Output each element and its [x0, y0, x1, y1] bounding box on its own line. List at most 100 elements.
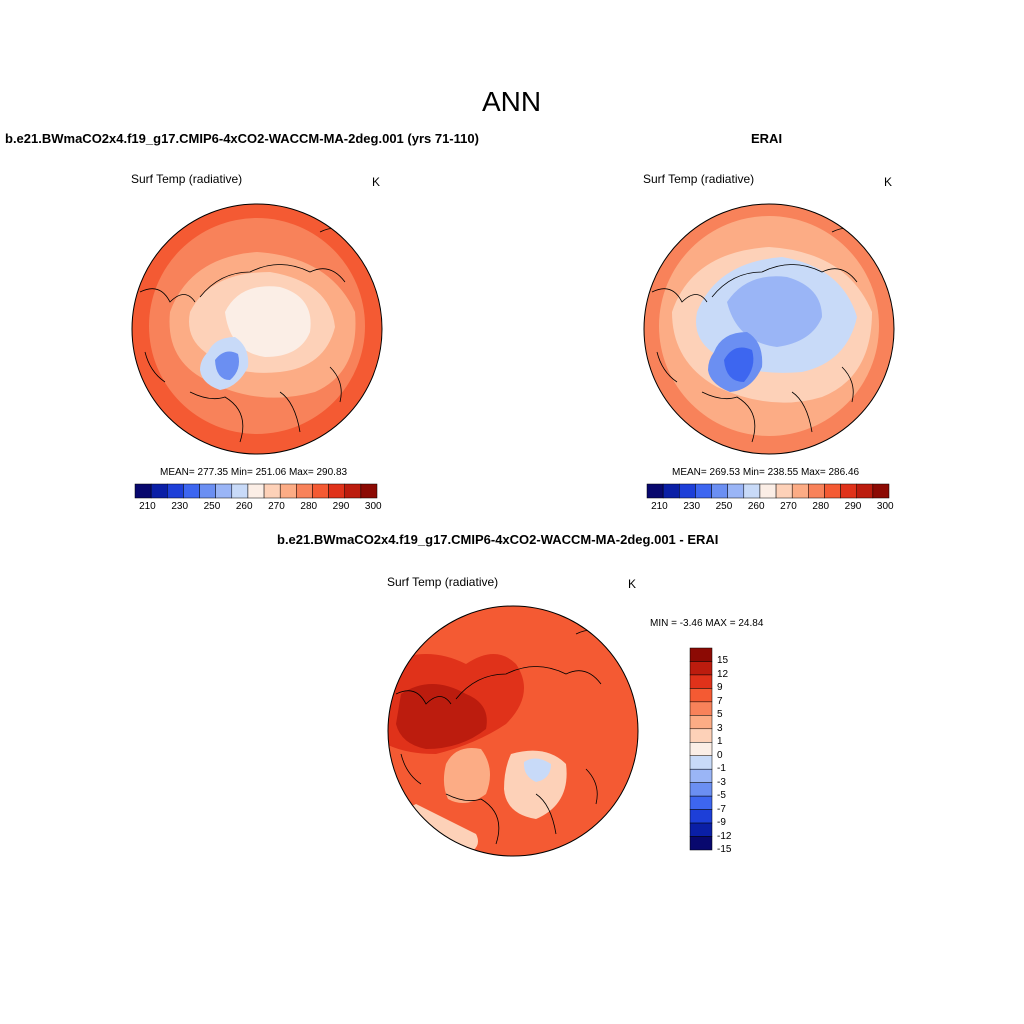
- colorbar-tick-label: -12: [717, 830, 732, 842]
- colorbar-tick-label: 290: [844, 501, 862, 512]
- colorbar-box: [689, 795, 713, 810]
- colorbar-tick-label: 15: [717, 655, 729, 667]
- colorbar-tick-label: -5: [717, 790, 726, 802]
- colorbar-tick-label: 250: [203, 501, 221, 512]
- colorbar-box: [840, 483, 857, 499]
- panel2-units-label: K: [884, 175, 893, 189]
- colorbar-box: [646, 483, 664, 499]
- colorbar-tick-label: 280: [812, 501, 830, 512]
- panel3-map: [387, 605, 639, 857]
- panel3-stats: MIN = -3.46 MAX = 24.84: [650, 618, 764, 629]
- colorbar-box: [134, 483, 152, 499]
- colorbar-box: [679, 483, 696, 499]
- colorbar-tick-label: 12: [717, 668, 729, 680]
- colorbar-box: [695, 483, 712, 499]
- colorbar-tick-label: -9: [717, 817, 726, 829]
- colorbar-box: [689, 674, 713, 689]
- colorbar-box: [328, 483, 345, 499]
- colorbar-tick-label: 230: [683, 501, 701, 512]
- colorbar-box: [711, 483, 728, 499]
- colorbar-box: [689, 688, 713, 703]
- main-title: ANN: [482, 86, 542, 117]
- colorbar-box: [689, 715, 713, 730]
- panel3-cold-spot: [523, 758, 551, 782]
- panel3-colorbar: [689, 647, 713, 851]
- panel1-colorbar: [134, 483, 378, 499]
- panel2-greenland-core: [724, 347, 754, 382]
- panel1-case-title: b.e21.BWmaCO2x4.f19_g17.CMIP6-4xCO2-WACC…: [5, 131, 479, 146]
- colorbar-tick-label: 280: [300, 501, 318, 512]
- colorbar-box: [856, 483, 874, 499]
- colorbar-box: [662, 483, 680, 499]
- colorbar-box: [824, 483, 841, 499]
- colorbar-box: [775, 483, 793, 499]
- panel1-colorbar-labels: 210 230 250 260 270 280 290 300: [135, 501, 382, 515]
- colorbar-box: [247, 483, 265, 499]
- colorbar-tick-label: 1: [717, 736, 723, 748]
- panel1-units-label: K: [372, 175, 381, 189]
- colorbar-box: [263, 483, 281, 499]
- colorbar-box: [231, 483, 249, 499]
- panel3-greenland-warm: [443, 748, 490, 803]
- colorbar-box: [296, 483, 313, 499]
- panel2-colorbar-labels: 210 230 250 260 270 280 290 300: [647, 501, 894, 515]
- colorbar-tick-label: -3: [717, 776, 726, 788]
- colorbar-box: [727, 483, 745, 499]
- colorbar-box: [689, 809, 713, 824]
- colorbar-box: [791, 483, 809, 499]
- colorbar-tick-label: 230: [171, 501, 189, 512]
- panel2-map: [643, 203, 895, 455]
- colorbar-box: [167, 483, 184, 499]
- colorbar-box: [689, 768, 713, 783]
- colorbar-box: [215, 483, 233, 499]
- panel3-units-label: K: [628, 577, 637, 591]
- colorbar-box: [689, 836, 713, 851]
- colorbar-box: [183, 483, 200, 499]
- colorbar-box: [689, 728, 713, 743]
- colorbar-box: [150, 483, 168, 499]
- colorbar-tick-label: 0: [717, 749, 723, 761]
- panel3-field-label: Surf Temp (radiative): [387, 575, 499, 589]
- colorbar-box: [199, 483, 216, 499]
- colorbar-tick-label: 270: [780, 501, 797, 512]
- colorbar-tick-label: 7: [717, 695, 723, 707]
- panel2-stats: MEAN= 269.53 Min= 238.55 Max= 286.46: [672, 467, 860, 478]
- colorbar-box: [689, 647, 713, 662]
- panel1-field-label: Surf Temp (radiative): [131, 172, 243, 186]
- colorbar-box: [759, 483, 777, 499]
- colorbar-tick-label: 250: [715, 501, 733, 512]
- colorbar-tick-label: 290: [332, 501, 350, 512]
- colorbar-box: [743, 483, 761, 499]
- colorbar-tick-label: 210: [651, 501, 668, 512]
- colorbar-box: [312, 483, 329, 499]
- colorbar-tick-label: 300: [364, 501, 382, 512]
- panel2-colorbar: [646, 483, 890, 499]
- panel1-stats: MEAN= 277.35 Min= 251.06 Max= 290.83: [160, 467, 348, 478]
- colorbar-box: [808, 483, 825, 499]
- colorbar-tick-label: 3: [717, 722, 723, 734]
- panel1-greenland-core: [215, 351, 239, 380]
- panel3-case-title: b.e21.BWmaCO2x4.f19_g17.CMIP6-4xCO2-WACC…: [277, 532, 719, 547]
- colorbar-tick-label: 300: [876, 501, 894, 512]
- colorbar-tick-label: 260: [235, 501, 253, 512]
- panel2-case-title: ERAI: [751, 131, 783, 146]
- colorbar-tick-label: 9: [717, 682, 723, 694]
- panel1-zone-arctic: [225, 286, 311, 357]
- colorbar-box: [689, 822, 713, 837]
- panel2-field-label: Surf Temp (radiative): [643, 172, 755, 186]
- colorbar-box: [279, 483, 297, 499]
- colorbar-box: [689, 661, 713, 676]
- colorbar-tick-label: 260: [747, 501, 765, 512]
- panel3-zone-hot: [396, 684, 487, 749]
- panel1-map: [131, 203, 383, 455]
- colorbar-tick-label: 5: [717, 709, 723, 721]
- panel3-zone-mild: [504, 750, 567, 819]
- colorbar-tick-label: -7: [717, 803, 726, 815]
- panel2-zone-arctic: [727, 276, 822, 347]
- colorbar-tick-label: 210: [139, 501, 156, 512]
- colorbar-box: [689, 782, 713, 797]
- colorbar-box: [360, 483, 378, 499]
- colorbar-tick-label: -1: [717, 763, 726, 775]
- colorbar-box: [872, 483, 890, 499]
- colorbar-tick-label: 270: [268, 501, 285, 512]
